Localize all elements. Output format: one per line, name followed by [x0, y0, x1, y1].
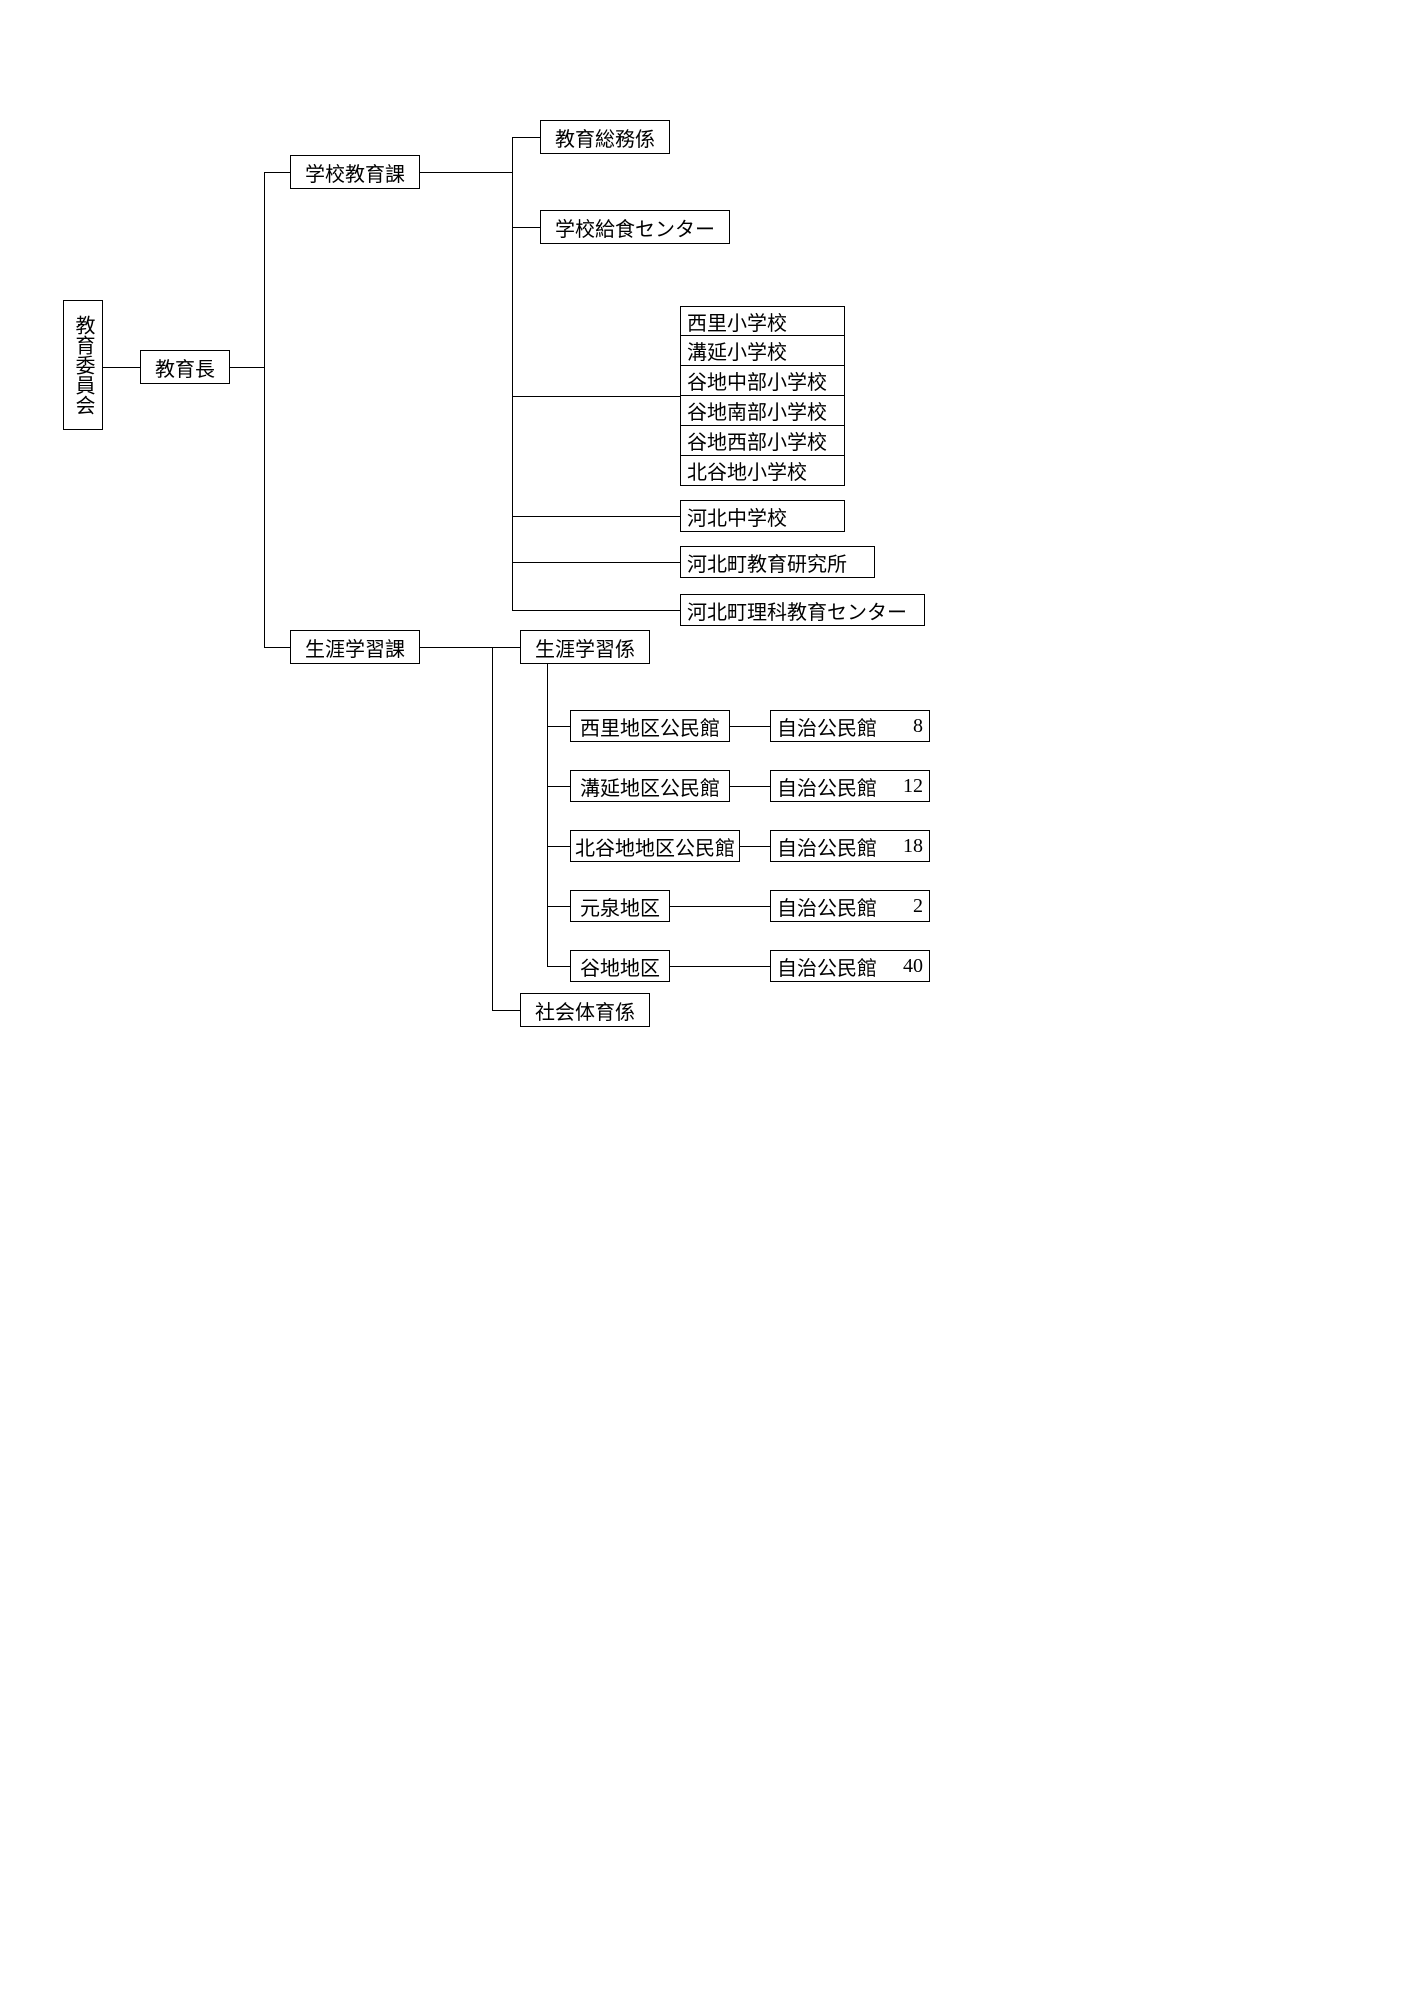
connector — [547, 966, 570, 967]
hall-count-1: 自治公民館 8 — [770, 710, 930, 742]
connector — [230, 367, 264, 368]
connector — [670, 906, 770, 907]
hall-count-2-num: 12 — [895, 775, 923, 798]
hall-count-5: 自治公民館 40 — [770, 950, 930, 982]
hall-count-5-num: 40 — [895, 955, 923, 978]
connector — [547, 846, 570, 847]
hall-count-3: 自治公民館 18 — [770, 830, 930, 862]
hall-count-3-num: 18 — [895, 835, 923, 858]
elementary-school-4: 谷地南部小学校 — [680, 396, 845, 426]
connector — [420, 647, 492, 648]
hall-count-5-label: 自治公民館 — [777, 952, 887, 981]
connector — [264, 172, 265, 647]
lifelong-learning-section: 生涯学習係 — [520, 630, 650, 664]
connector — [547, 786, 570, 787]
lifelong-learning-division: 生涯学習課 — [290, 630, 420, 664]
elementary-school-2: 溝延小学校 — [680, 336, 845, 366]
elementary-school-5: 谷地西部小学校 — [680, 426, 845, 456]
school-lunch-center: 学校給食センター — [540, 210, 730, 244]
social-sports-section: 社会体育係 — [520, 993, 650, 1027]
hall-kitayachi: 北谷地地区公民館 — [570, 830, 740, 862]
connector — [730, 726, 770, 727]
connector — [492, 647, 493, 1010]
hall-motoizumi: 元泉地区 — [570, 890, 670, 922]
connector — [420, 172, 512, 173]
connector — [512, 227, 540, 228]
connector — [492, 647, 520, 648]
hall-count-4-label: 自治公民館 — [777, 892, 887, 921]
hall-count-2: 自治公民館 12 — [770, 770, 930, 802]
connector — [547, 906, 570, 907]
connector — [730, 786, 770, 787]
connector — [512, 610, 680, 611]
hall-yachi: 谷地地区 — [570, 950, 670, 982]
connector — [512, 516, 680, 517]
hall-count-4: 自治公民館 2 — [770, 890, 930, 922]
hall-nishizato: 西里地区公民館 — [570, 710, 730, 742]
elementary-school-1: 西里小学校 — [680, 306, 845, 336]
school-education-division: 学校教育課 — [290, 155, 420, 189]
education-research-institute: 河北町教育研究所 — [680, 546, 875, 578]
science-education-center: 河北町理科教育センター — [680, 594, 925, 626]
education-general-affairs-section: 教育総務係 — [540, 120, 670, 154]
hall-count-3-label: 自治公民館 — [777, 832, 887, 861]
connector — [512, 396, 680, 397]
hall-count-1-num: 8 — [895, 715, 923, 738]
hall-mizonobe: 溝延地区公民館 — [570, 770, 730, 802]
connector — [512, 562, 680, 563]
connector — [547, 664, 548, 966]
hall-count-1-label: 自治公民館 — [777, 712, 887, 741]
connector — [670, 966, 770, 967]
elementary-school-3: 谷地中部小学校 — [680, 366, 845, 396]
hall-count-2-label: 自治公民館 — [777, 772, 887, 801]
board-of-education: 教育委員会 — [63, 300, 103, 430]
hall-count-4-num: 2 — [895, 895, 923, 918]
connector — [512, 137, 540, 138]
connector — [547, 726, 570, 727]
elementary-school-6: 北谷地小学校 — [680, 456, 845, 486]
superintendent: 教育長 — [140, 350, 230, 384]
connector — [103, 367, 140, 368]
connector — [512, 137, 513, 611]
connector — [492, 1010, 520, 1011]
connector — [264, 172, 290, 173]
connector — [264, 647, 290, 648]
connector — [740, 846, 770, 847]
junior-high-school: 河北中学校 — [680, 500, 845, 532]
